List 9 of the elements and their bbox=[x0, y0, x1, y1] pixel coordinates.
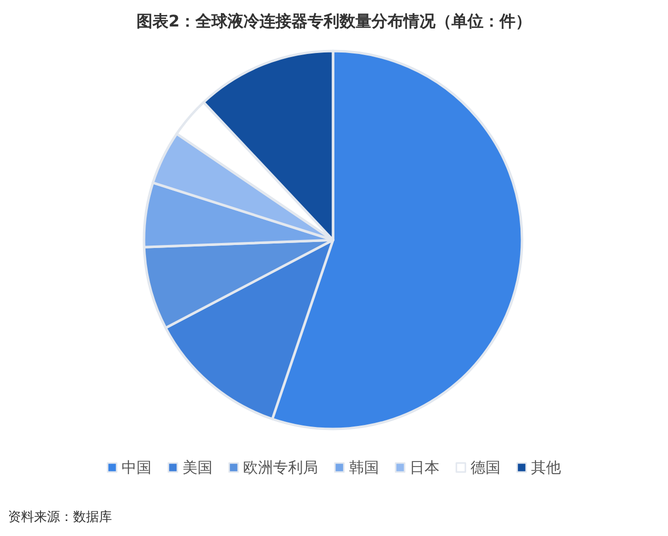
text: 资料来源：数据库 bbox=[8, 510, 112, 525]
legend-label: 韩国 bbox=[348, 458, 379, 476]
chart-title: 图表2：全球液冷连接器专利数量分布情况（单位：件） bbox=[136, 12, 532, 30]
legend-label: 日本 bbox=[410, 458, 440, 476]
legend-label: 中国 bbox=[122, 458, 152, 476]
legend-label: 欧洲专利局 bbox=[243, 458, 318, 476]
legend-label: 美国 bbox=[182, 458, 212, 476]
legend-label: 德国 bbox=[470, 458, 500, 476]
legend-label: 其他 bbox=[531, 458, 562, 476]
